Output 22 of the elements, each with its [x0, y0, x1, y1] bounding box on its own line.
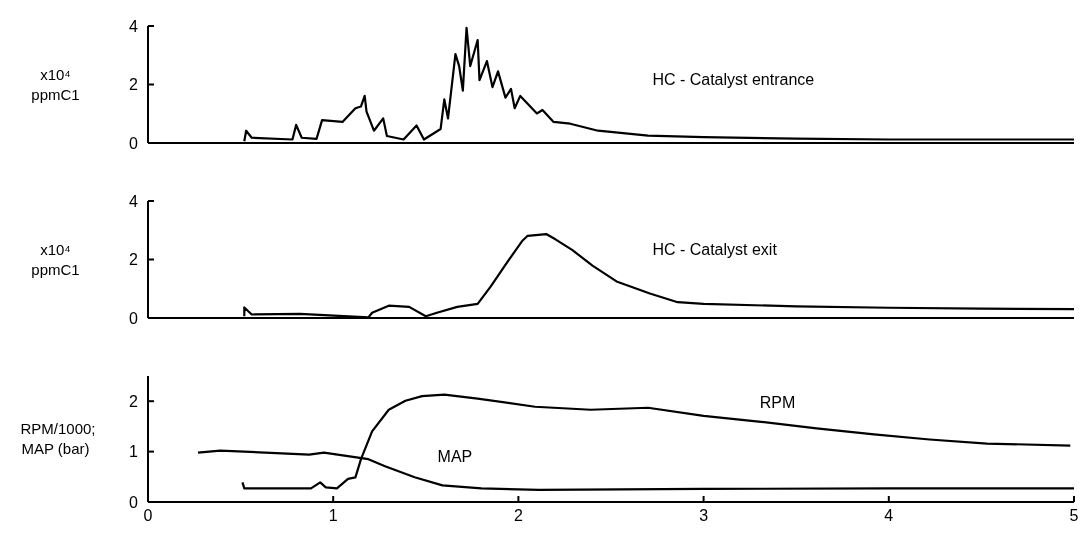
y-tick-label: 1 [129, 443, 139, 461]
y-tick-label: 2 [129, 251, 139, 269]
y-tick-label: 0 [129, 493, 139, 511]
x-tick-label: 5 [1069, 507, 1079, 525]
x-tick-label: 1 [328, 507, 338, 525]
y-tick-label: 0 [129, 134, 139, 152]
x-tick-label: 3 [699, 507, 709, 525]
x-tick-label: 2 [513, 507, 523, 525]
text: HC - Catalyst entrance [652, 71, 815, 89]
y-axis-title: x10⁴ ppmC1 [30, 64, 81, 105]
series-label: RPM [759, 394, 796, 412]
y-tick-label: 2 [129, 76, 139, 94]
y-axis-title: x10⁴ ppmC1 [30, 239, 81, 280]
y-axis-title: RPM/1000; MAP (bar) [20, 419, 96, 459]
y-tick-label: 4 [129, 17, 139, 35]
y-tick-label: 0 [129, 309, 139, 327]
text: HC - Catalyst exit [652, 240, 777, 259]
y-tick-label: 2 [129, 392, 139, 410]
y-tick-label: 4 [129, 192, 139, 210]
x-tick-label: 0 [143, 507, 153, 525]
series-label: MAP [437, 448, 473, 466]
x-tick-label: 4 [884, 507, 894, 525]
